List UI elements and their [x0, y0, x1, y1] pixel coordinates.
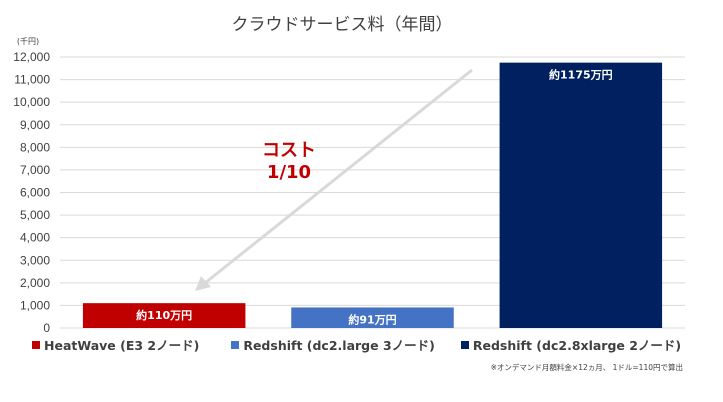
y-tick-label: 1,000: [20, 298, 50, 312]
bar-data-label: 約110万円: [136, 308, 192, 322]
y-tick-label: 8,000: [20, 140, 50, 154]
y-tick-label: 10,000: [13, 95, 50, 109]
legend: HeatWave (E3 2ノード) Redshift (dc2.large 3ノ…: [32, 335, 681, 354]
bar-data-label: 約1175万円: [549, 68, 613, 82]
arrow-shaft: [204, 68, 473, 285]
y-tick-label: 2,000: [20, 276, 50, 290]
bar: [291, 307, 454, 328]
bars: 約110万円 約91万円 約1175万円: [82, 62, 663, 328]
annotation-line2: 1/10: [267, 162, 311, 183]
y-axis-unit: (千円): [17, 36, 39, 46]
y-tick-label: 4,000: [20, 231, 50, 245]
legend-label: Redshift (dc2.large 3ノード): [243, 338, 435, 353]
chart-title: クラウドサービス料（年間）: [232, 15, 453, 35]
legend-item: Redshift (dc2.8xlarge 2ノード): [460, 335, 682, 354]
cost-arrow: [195, 68, 473, 291]
y-tick-label: 7,000: [20, 163, 50, 177]
legend-item: HeatWave (E3 2ノード): [32, 335, 199, 354]
y-tick-label: 0: [43, 321, 50, 335]
annotation-line1: コスト: [262, 140, 316, 161]
arrow-head-icon: [195, 276, 211, 291]
bar-data-label: 約91万円: [348, 312, 396, 326]
y-tick-label: 11,000: [14, 73, 50, 87]
bar: [499, 62, 663, 328]
legend-swatch: [32, 340, 40, 349]
legend-item: Redshift (dc2.large 3ノード): [231, 335, 435, 354]
y-tick-label: 3,000: [20, 253, 50, 267]
y-tick-label: 5,000: [20, 208, 50, 222]
y-tick-label: 12,000: [13, 50, 50, 64]
legend-label: HeatWave (E3 2ノード): [44, 338, 200, 353]
legend-swatch: [231, 340, 240, 349]
legend-swatch: [460, 340, 469, 349]
footnote: ※オンデマンド月額料金×12ヵ月、 1ドル=110円で算出: [490, 363, 683, 372]
y-tick-label: 6,000: [20, 186, 50, 200]
y-tick-label: 9,000: [20, 118, 50, 132]
legend-label: Redshift (dc2.8xlarge 2ノード): [472, 338, 682, 353]
bar: [82, 303, 246, 328]
y-axis-ticks: 0 1,000 2,000 3,000 4,000 5,000 6,000 7,000 8,00…: [13, 50, 50, 335]
